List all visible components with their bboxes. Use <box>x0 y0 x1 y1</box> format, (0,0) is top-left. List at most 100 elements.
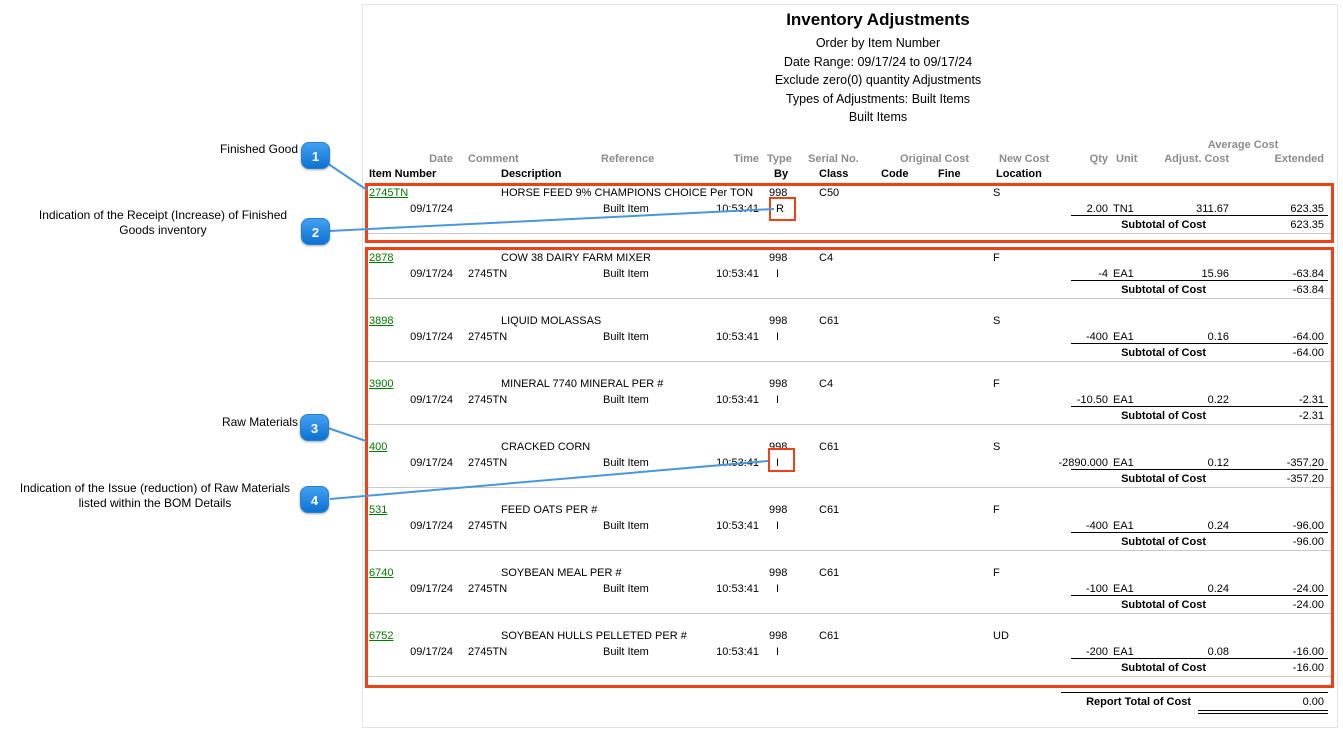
unit-value: EA1 <box>1113 457 1134 469</box>
class-value: C61 <box>819 567 840 579</box>
report-item-block: 531 FEED OATS PER # 998 C61 F 09/17/24 2… <box>363 503 1339 566</box>
callout-4-text: Indication of the Issue (reduction) of R… <box>19 481 291 510</box>
subtotal-rule <box>1071 658 1328 659</box>
type-value: 998 <box>769 252 788 264</box>
report-title-block: Inventory Adjustments Order by Item Numb… <box>363 10 1337 127</box>
callout-1-text: Finished Good <box>219 142 298 156</box>
report-total-double-rule <box>1198 710 1328 714</box>
subtotal-value: -16.00 <box>1292 662 1324 674</box>
item-number-link[interactable]: 2745TN <box>369 187 409 199</box>
header-description: Description <box>501 168 562 180</box>
by-value: I <box>776 646 780 658</box>
type-i-highlight-box <box>768 448 795 472</box>
item-number-link[interactable]: 6740 <box>369 567 394 579</box>
item-description: SOYBEAN HULLS PELLETED PER # <box>501 630 687 642</box>
comment-value: 2745TN <box>468 331 508 343</box>
header-average-cost: Average Cost <box>1207 139 1279 151</box>
subtotal-rule <box>1071 406 1328 407</box>
item-number-link[interactable]: 3898 <box>369 315 394 327</box>
row-divider <box>366 298 1332 299</box>
callout-4-badge[interactable]: 4 <box>300 486 329 513</box>
extended-value: 623.35 <box>1290 203 1324 215</box>
by-value: I <box>776 520 780 532</box>
location-value: F <box>993 567 1000 579</box>
header-comment: Comment <box>468 153 519 165</box>
item-number-link[interactable]: 6752 <box>369 630 394 642</box>
by-value: I <box>776 268 780 280</box>
unit-value: EA1 <box>1113 268 1134 280</box>
header-extended: Extended <box>1274 153 1324 165</box>
header-by: By <box>774 168 789 180</box>
type-value: 998 <box>769 630 788 642</box>
callout-2-badge[interactable]: 2 <box>301 218 330 245</box>
type-value: 998 <box>769 378 788 390</box>
time-value: 10:53:41 <box>716 583 759 595</box>
qty-value: -2890.000 <box>1058 457 1108 469</box>
report-page: Inventory Adjustments Order by Item Numb… <box>362 4 1338 728</box>
location-value: S <box>993 441 1001 453</box>
subtotal-label: Subtotal of Cost <box>1121 219 1206 231</box>
qty-value: -400 <box>1085 331 1108 343</box>
callout-1-badge[interactable]: 1 <box>301 142 330 169</box>
header-location: Location <box>996 168 1042 180</box>
item-number-link[interactable]: 2878 <box>369 252 394 264</box>
comment-value: 2745TN <box>468 394 508 406</box>
subtotal-value: -96.00 <box>1292 536 1324 548</box>
by-value: I <box>776 394 780 406</box>
subtotal-rule <box>1071 469 1328 470</box>
subtotal-label: Subtotal of Cost <box>1121 536 1206 548</box>
subtotal-value: -63.84 <box>1292 284 1324 296</box>
type-value: 998 <box>769 187 788 199</box>
by-value: I <box>776 331 780 343</box>
type-value: 998 <box>769 441 788 453</box>
item-number-link[interactable]: 531 <box>369 504 388 516</box>
subtotal-value: -24.00 <box>1292 599 1324 611</box>
by-value: R <box>776 203 784 215</box>
row-divider <box>366 233 1332 234</box>
reference-value: Built Item <box>603 646 649 658</box>
report-subtitle-order: Order by Item Number <box>815 36 941 50</box>
header-reference: Reference <box>601 153 655 165</box>
item-description: FEED OATS PER # <box>501 504 598 516</box>
report-subtitle-exclude: Exclude zero(0) quantity Adjustments <box>774 73 982 87</box>
report-subtitle-types: Types of Adjustments: Built Items <box>785 91 971 106</box>
adjust-cost-value: 0.08 <box>1207 646 1229 658</box>
location-value: F <box>993 504 1000 516</box>
report-item-block: 3900 MINERAL 7740 MINERAL PER # 998 C4 F… <box>363 377 1339 440</box>
report-title: Inventory Adjustments <box>786 10 970 29</box>
date-value: 09/17/24 <box>410 520 453 532</box>
class-value: C4 <box>819 252 834 264</box>
subtotal-label: Subtotal of Cost <box>1121 347 1206 359</box>
header-date: Date <box>429 153 453 165</box>
qty-value: -400 <box>1085 520 1108 532</box>
by-value: I <box>776 583 780 595</box>
unit-value: EA1 <box>1113 394 1134 406</box>
header-serial-no: Serial No. <box>808 153 859 165</box>
extended-value: -63.84 <box>1292 268 1324 280</box>
location-value: F <box>993 252 1000 264</box>
callout-3-badge[interactable]: 3 <box>300 414 329 441</box>
header-time: Time <box>733 153 759 165</box>
item-number-link[interactable]: 3900 <box>369 378 394 390</box>
time-value: 10:53:41 <box>716 520 759 532</box>
type-value: 998 <box>769 504 788 516</box>
qty-value: 2.00 <box>1086 203 1108 215</box>
report-item-block: 6752 SOYBEAN HULLS PELLETED PER # 998 C6… <box>363 629 1339 692</box>
header-type: Type <box>767 153 792 165</box>
qty-value: -100 <box>1085 583 1108 595</box>
subtotal-label: Subtotal of Cost <box>1121 284 1206 296</box>
row-divider <box>366 676 1332 677</box>
header-adjust-cost: Adjust. Cost <box>1164 153 1229 165</box>
report-total-value: 0.00 <box>1302 696 1324 708</box>
report-item-block: 6740 SOYBEAN MEAL PER # 998 C61 F 09/17/… <box>363 566 1339 629</box>
unit-value: EA1 <box>1113 583 1134 595</box>
report-total-label: Report Total of Cost <box>1086 696 1191 708</box>
unit-value: TN1 <box>1113 203 1134 215</box>
item-description: HORSE FEED 9% CHAMPIONS CHOICE Per TON <box>501 187 754 199</box>
class-value: C61 <box>819 441 840 453</box>
class-value: C61 <box>819 315 840 327</box>
item-number-link[interactable]: 400 <box>369 441 388 453</box>
unit-value: EA1 <box>1113 331 1134 343</box>
date-value: 09/17/24 <box>410 583 453 595</box>
adjust-cost-value: 311.67 <box>1196 203 1229 215</box>
